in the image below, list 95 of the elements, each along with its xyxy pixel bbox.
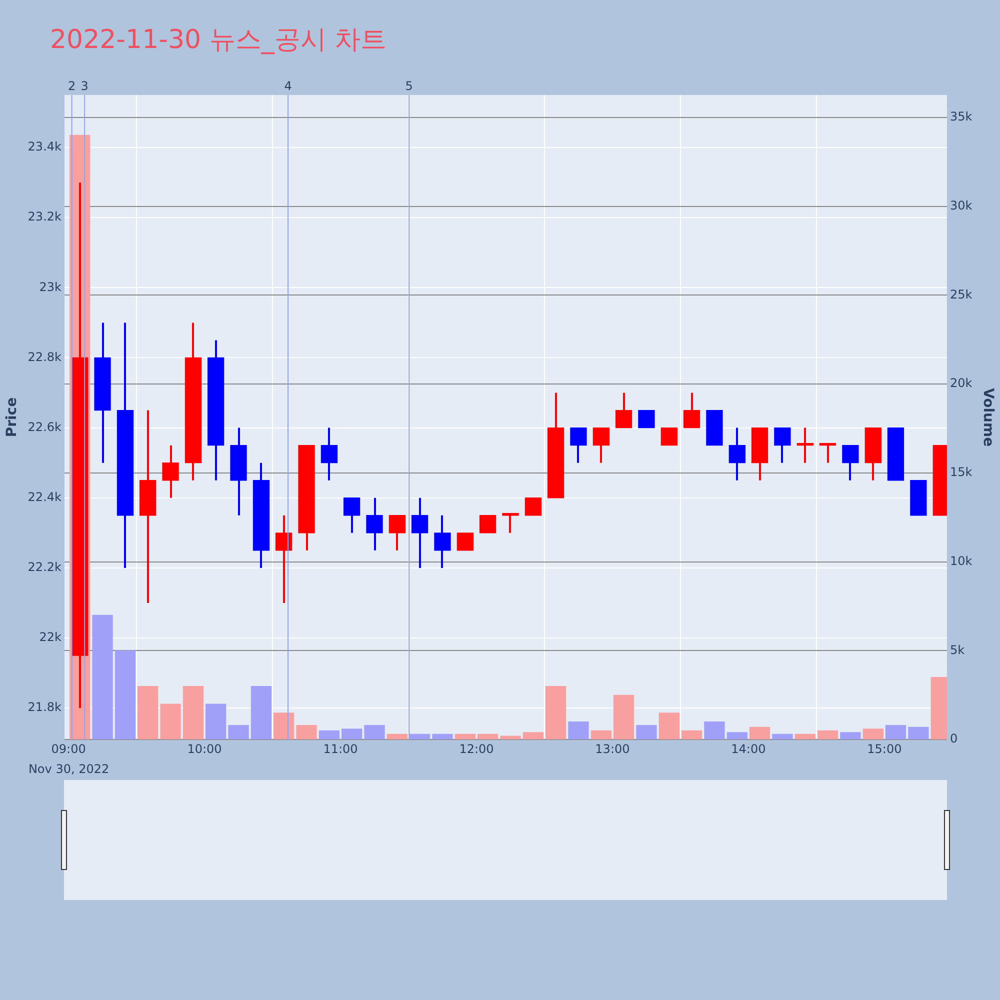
y-tick-label: 21.8k	[28, 700, 62, 714]
x-tick-label: 10:00	[187, 742, 222, 756]
bar	[432, 734, 453, 740]
bar	[885, 725, 906, 740]
bar	[160, 704, 181, 740]
candlestick	[547, 392, 564, 498]
y-tick-label: 23k	[39, 280, 62, 294]
bar	[568, 721, 589, 740]
candlestick	[320, 426, 338, 482]
bar	[500, 736, 521, 740]
y-tick-label: 22.6k	[28, 420, 62, 434]
y2-tick-label: 0	[950, 732, 958, 746]
bar	[726, 732, 748, 740]
y2-tick-label: 15k	[950, 465, 972, 480]
bar	[250, 686, 272, 740]
candlestick	[434, 514, 451, 569]
bar	[273, 712, 294, 740]
bar	[341, 728, 362, 740]
y2-tick-label: 35k	[950, 110, 972, 124]
bar	[182, 686, 204, 740]
annotation: 5	[405, 79, 413, 94]
y-tick-label: 22.4k	[28, 490, 62, 504]
x-tick-label: 11:00	[323, 742, 358, 756]
candlestick	[864, 427, 882, 482]
candlestick	[343, 498, 360, 534]
bar	[590, 730, 612, 740]
bar	[296, 725, 317, 740]
chart-title: 2022-11-30 뉴스_공시 차트	[50, 24, 387, 57]
bar	[772, 734, 793, 740]
x-tick-label: 12:00	[459, 742, 494, 756]
candlestick	[162, 444, 179, 499]
bar	[454, 734, 476, 740]
y-tick-label: 23.4k	[28, 140, 62, 154]
candlestick	[728, 426, 746, 482]
x-tick-label: 14:00	[731, 742, 766, 756]
y-axis-title: Price	[4, 397, 20, 438]
x-tick-label: 15:00	[867, 742, 902, 756]
y-tick-label: 22.2k	[28, 560, 62, 574]
bar	[704, 721, 725, 740]
y2-tick-label: 20k	[950, 376, 972, 390]
annotation: 3	[80, 79, 88, 94]
candlestick	[842, 444, 859, 482]
y2-axis-title: Volume	[980, 388, 996, 447]
bar	[364, 725, 385, 740]
bar	[545, 686, 566, 740]
y-tick-label: 23.2k	[28, 210, 62, 224]
candlestick	[275, 514, 292, 604]
candlestick	[139, 409, 156, 604]
candlestick	[366, 496, 383, 552]
bar	[613, 694, 634, 740]
bar	[817, 730, 838, 740]
candlestick	[615, 392, 632, 428]
bar	[92, 614, 113, 740]
bar	[749, 726, 770, 740]
annotation: 4	[284, 79, 292, 94]
bar	[636, 725, 657, 740]
candlestick	[252, 462, 270, 569]
bar	[137, 686, 158, 740]
candlestick	[116, 322, 134, 569]
candlestick	[774, 427, 791, 464]
x-tick-label: 13:00	[595, 742, 630, 756]
candlestick	[230, 426, 247, 516]
candlestick	[94, 322, 111, 464]
bar	[681, 730, 702, 740]
candlestick	[207, 339, 224, 482]
bar	[522, 732, 544, 740]
bar	[409, 734, 430, 740]
candlestick	[683, 392, 700, 428]
y2-tick-label: 5k	[950, 642, 965, 657]
x-tick-label: 09:00	[51, 742, 86, 756]
bar	[862, 728, 884, 740]
candlestick	[751, 427, 768, 482]
y-tick-label: 22.8k	[28, 350, 62, 364]
bar	[658, 712, 680, 740]
bar	[840, 732, 861, 740]
candlestick	[388, 515, 406, 552]
bar	[908, 726, 929, 740]
bar	[477, 734, 498, 740]
annotation: 2	[68, 79, 76, 94]
candlestick	[298, 444, 315, 552]
bar	[205, 704, 226, 740]
y2-tick-label: 30k	[950, 198, 972, 212]
candlestick	[592, 427, 610, 464]
candlestick	[184, 322, 202, 482]
candlestick	[411, 496, 428, 569]
bar	[794, 734, 816, 740]
candlestick	[570, 427, 587, 464]
text: Nov 30, 2022	[28, 762, 110, 776]
y2-tick-label: 10k	[950, 554, 972, 568]
bar	[228, 725, 249, 740]
y-tick-label: 22k	[39, 630, 62, 644]
bar	[318, 730, 340, 740]
bar	[114, 650, 136, 740]
y2-tick-label: 25k	[950, 287, 972, 302]
bar	[386, 734, 408, 740]
